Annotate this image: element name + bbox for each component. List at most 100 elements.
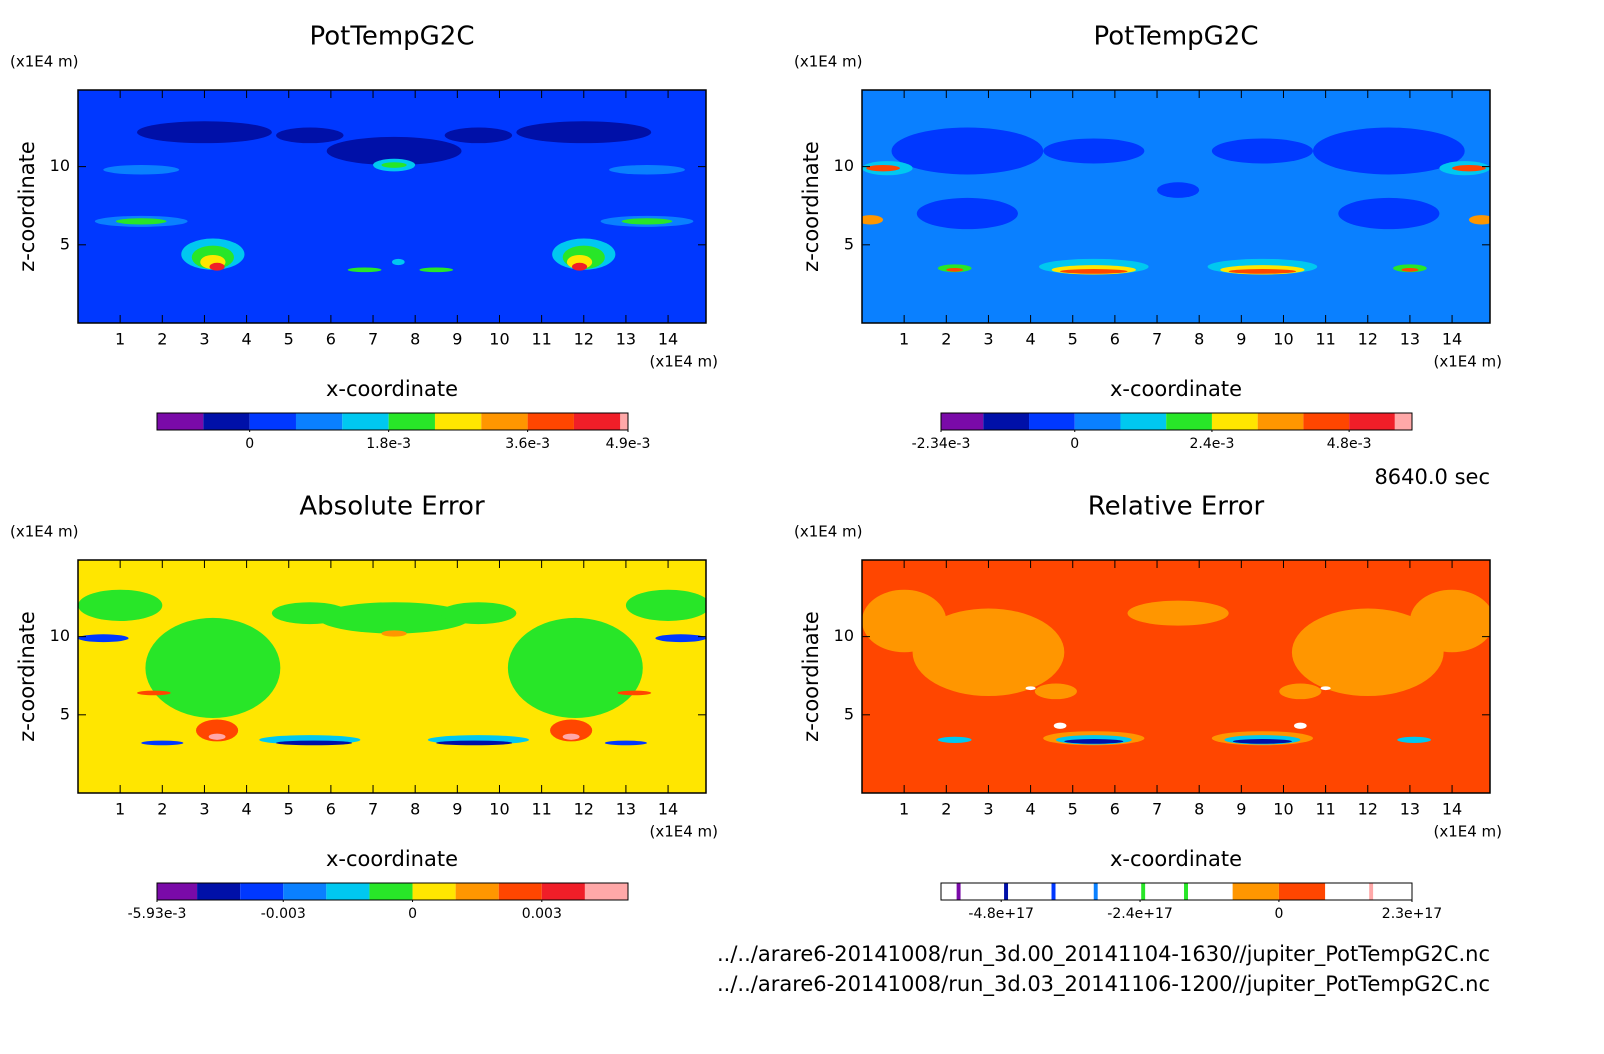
y-unit: (x1E4 m) <box>10 523 79 541</box>
colorbar-segment <box>434 413 482 430</box>
colorbar-segment <box>240 883 284 900</box>
x-tick-label: 10 <box>1273 800 1293 819</box>
chart-title: PotTempG2C <box>1094 22 1259 52</box>
x-tick-label: 4 <box>241 330 251 349</box>
colorbar-segment <box>1303 413 1350 430</box>
colorbar-segment <box>1278 883 1326 900</box>
colorbar-segment <box>956 883 961 900</box>
x-tick-label: 14 <box>658 800 678 819</box>
colorbar-segment <box>941 413 984 430</box>
x-tick-label: 10 <box>1273 330 1293 349</box>
x-tick-label: 6 <box>326 330 336 349</box>
colorbar-segment <box>1369 883 1374 900</box>
contour-region <box>937 736 972 743</box>
y-axis-label: z-coordinate <box>799 611 823 742</box>
x-unit: (x1E4 m) <box>649 353 718 371</box>
x-tick-label: 11 <box>531 330 551 349</box>
file-path: ../../arare6-20141008/run_3d.03_20141106… <box>717 972 1490 997</box>
colorbar-segment <box>620 413 628 430</box>
contour-region <box>1211 138 1313 164</box>
colorbar-segment <box>412 883 456 900</box>
colorbar-segment <box>541 883 585 900</box>
colorbar-tick-label: 1.8e-3 <box>366 436 411 452</box>
colorbar-segment <box>1008 883 1052 900</box>
colorbar-tick-label: 4.8e-3 <box>1327 436 1372 452</box>
colorbar-tick-label: 0.003 <box>522 906 562 922</box>
y-axis-label: z-coordinate <box>799 141 823 272</box>
colorbar-segment <box>1074 413 1121 430</box>
colorbar-segment <box>1166 413 1212 430</box>
contour-region <box>381 630 407 637</box>
colorbar-tick-label: 0 <box>1070 436 1079 452</box>
x-tick-label: 3 <box>983 330 993 349</box>
contour-field <box>862 560 1490 793</box>
x-tick-label: 7 <box>368 800 378 819</box>
colorbar-tick-label: 0 <box>1274 906 1283 922</box>
x-tick-label: 1 <box>115 800 125 819</box>
colorbar-segment <box>369 883 413 900</box>
colorbar-segment <box>1051 883 1056 900</box>
contour-region <box>347 267 382 273</box>
x-tick-label: 7 <box>368 330 378 349</box>
contour-region <box>1279 683 1322 700</box>
contour-region <box>866 165 900 172</box>
x-tick-label: 4 <box>1025 330 1035 349</box>
colorbar-frame <box>940 882 1413 901</box>
y-tick-label: 5 <box>844 234 854 253</box>
colorbar-segment <box>1093 883 1098 900</box>
contour-region <box>1043 138 1145 164</box>
x-tick-label: 5 <box>1068 800 1078 819</box>
x-tick-label: 8 <box>1194 800 1204 819</box>
contour-field <box>78 90 706 323</box>
x-tick-label: 5 <box>284 800 294 819</box>
contour-region <box>1452 165 1486 172</box>
colorbar-tick-label: 0 <box>408 906 417 922</box>
colorbar-segment <box>1188 883 1233 900</box>
contour-region <box>862 589 947 653</box>
x-tick-label: 10 <box>489 330 509 349</box>
chart-title: Relative Error <box>1088 492 1265 522</box>
contour-field <box>78 560 706 793</box>
contour-region <box>1025 686 1036 691</box>
x-tick-label: 14 <box>1442 330 1462 349</box>
x-axis-label: x-coordinate <box>326 847 458 871</box>
contour-region <box>318 602 470 634</box>
y-tick-label: 10 <box>834 156 854 175</box>
colorbar-segment <box>498 883 542 900</box>
x-tick-label: 11 <box>531 800 551 819</box>
contour-region <box>604 740 647 746</box>
colorbar-tick-label: -5.93e-3 <box>128 906 187 922</box>
contour-region <box>444 127 513 144</box>
colorbar-tick-label: 2.3e+17 <box>1382 906 1442 922</box>
colorbar-segment <box>295 413 343 430</box>
x-tick-label: 2 <box>157 330 167 349</box>
plot-frame <box>861 559 1491 794</box>
colorbar-segment <box>1184 883 1189 900</box>
x-tick-label: 9 <box>1236 800 1246 819</box>
file-path: ../../arare6-20141008/run_3d.00_20141104… <box>717 942 1490 967</box>
contour-region <box>276 127 344 144</box>
colorbar-segment <box>584 883 628 900</box>
colorbar-tick-label: -4.8e+17 <box>968 906 1033 922</box>
colorbar-segment <box>157 883 198 900</box>
colorbar-segment <box>941 883 957 900</box>
chart-title: Absolute Error <box>299 492 485 522</box>
time-label: 8640.0 sec <box>1374 465 1490 489</box>
colorbar-tick-label: 4.9e-3 <box>606 436 651 452</box>
x-tick-label: 7 <box>1152 800 1162 819</box>
colorbar-segment <box>1145 883 1185 900</box>
contour-region <box>516 121 652 144</box>
x-tick-label: 14 <box>1442 800 1462 819</box>
contour-region <box>1320 686 1331 691</box>
y-tick-label: 5 <box>60 234 70 253</box>
contour-region <box>1064 739 1124 744</box>
plot-frame <box>861 89 1491 324</box>
contour-region <box>115 218 167 225</box>
colorbar-tick-label: 2.4e-3 <box>1190 436 1235 452</box>
y-tick-label: 10 <box>50 156 70 175</box>
contour-region <box>137 690 171 696</box>
contour-region <box>1127 600 1229 626</box>
x-tick-label: 6 <box>1110 330 1120 349</box>
colorbar-segment <box>1349 413 1395 430</box>
